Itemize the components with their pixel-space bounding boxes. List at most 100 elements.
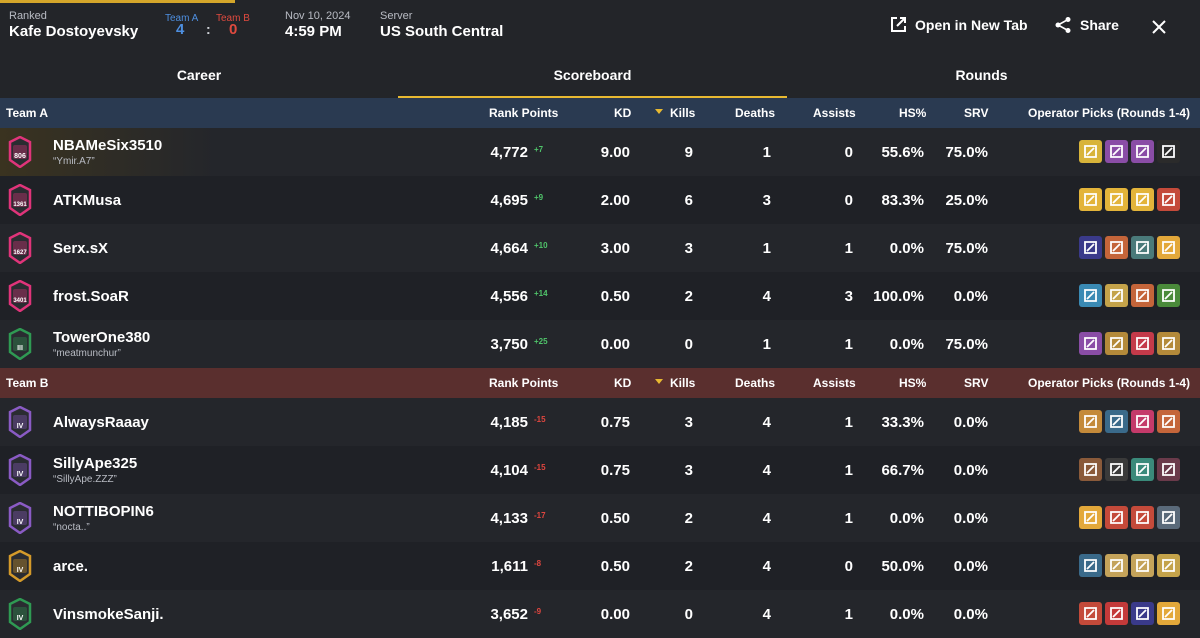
operator-icon[interactable] — [1131, 236, 1154, 259]
rank-points: 1,611 — [491, 558, 528, 575]
player-name[interactable]: NBAMeSix3510 — [53, 137, 163, 154]
open-new-tab-button[interactable]: Open in New Tab — [890, 16, 1028, 33]
close-icon[interactable] — [1152, 20, 1166, 34]
operator-icon[interactable] — [1157, 458, 1180, 481]
operator-icon[interactable] — [1079, 506, 1102, 529]
operator-icon[interactable] — [1131, 332, 1154, 355]
server-value: US South Central — [380, 23, 504, 40]
operator-icon[interactable] — [1105, 602, 1128, 625]
operator-icon[interactable] — [1079, 284, 1102, 307]
operator-icon[interactable] — [1157, 332, 1180, 355]
tab-scoreboard[interactable]: Scoreboard — [398, 52, 787, 98]
operator-icon[interactable] — [1079, 458, 1102, 481]
hs-value: 100.0% — [873, 288, 924, 305]
share-button[interactable]: Share — [1054, 16, 1119, 34]
col-srv[interactable]: SRV — [964, 376, 989, 390]
rank-points-delta: +10 — [534, 241, 548, 250]
rank-badge-text: 3401 — [13, 298, 27, 304]
operator-icon[interactable] — [1105, 554, 1128, 577]
player-name[interactable]: Serx.sX — [53, 240, 109, 257]
rank-badge-icon: 3401 — [8, 280, 32, 312]
operator-glyph-icon — [1162, 511, 1175, 524]
player-row[interactable]: IV NOTTIBOPIN6 “nocta..” 4,133 -17 0.50 2 4 1 0.0… — [0, 494, 1200, 542]
col-hs[interactable]: HS% — [899, 376, 927, 390]
rank-points: 4,556 — [490, 288, 528, 305]
operator-icon[interactable] — [1079, 236, 1102, 259]
operator-icon[interactable] — [1157, 506, 1180, 529]
assists-value: 1 — [844, 414, 853, 431]
operator-icon[interactable] — [1157, 410, 1180, 433]
col-assists[interactable]: Assists — [813, 376, 856, 390]
operator-icon[interactable] — [1079, 410, 1102, 433]
operator-icon[interactable] — [1131, 188, 1154, 211]
col-kd[interactable]: KD — [614, 106, 632, 120]
operator-glyph-icon — [1110, 463, 1123, 476]
tab-rounds[interactable]: Rounds — [955, 67, 1008, 83]
operator-icon[interactable] — [1131, 284, 1154, 307]
player-row[interactable]: 1627 Serx.sX 4,664 +10 3.00 3 1 1 0.0% 75.0% — [0, 224, 1200, 272]
operator-icon[interactable] — [1105, 236, 1128, 259]
player-name[interactable]: SillyApe325 — [53, 455, 138, 472]
operator-icon[interactable] — [1079, 602, 1102, 625]
col-kills[interactable]: Kills — [670, 376, 696, 390]
player-row[interactable]: IV AlwaysRaaay 4,185 -15 0.75 3 4 1 33.3% 0.0% — [0, 398, 1200, 446]
player-name[interactable]: frost.SoaR — [53, 288, 129, 305]
player-name[interactable]: AlwaysRaaay — [53, 414, 149, 431]
operator-icon[interactable] — [1105, 332, 1128, 355]
col-deaths[interactable]: Deaths — [735, 106, 776, 120]
operator-icon[interactable] — [1157, 140, 1180, 163]
operator-icon[interactable] — [1131, 410, 1154, 433]
player-name[interactable]: NOTTIBOPIN6 — [53, 503, 154, 520]
operator-icon[interactable] — [1079, 188, 1102, 211]
operator-icon[interactable] — [1131, 458, 1154, 481]
operator-icon[interactable] — [1131, 506, 1154, 529]
kd-value: 2.00 — [600, 192, 630, 209]
col-deaths[interactable]: Deaths — [735, 376, 776, 390]
operator-icon[interactable] — [1105, 506, 1128, 529]
col-hs[interactable]: HS% — [899, 106, 927, 120]
kills-value: 9 — [684, 144, 693, 161]
operator-icon[interactable] — [1105, 458, 1128, 481]
operator-icon[interactable] — [1105, 284, 1128, 307]
player-name[interactable]: TowerOne380 — [53, 329, 151, 346]
operator-icon[interactable] — [1157, 602, 1180, 625]
operator-icon[interactable] — [1157, 236, 1180, 259]
operator-icon[interactable] — [1157, 554, 1180, 577]
kills-value: 6 — [684, 192, 693, 209]
operator-icon[interactable] — [1157, 188, 1180, 211]
player-row[interactable]: IV arce. 1,611 -8 0.50 2 4 0 50.0% 0.0% — [0, 542, 1200, 590]
operator-glyph-icon — [1136, 145, 1149, 158]
operator-icon[interactable] — [1131, 140, 1154, 163]
player-row[interactable]: 3401 frost.SoaR 4,556 +14 0.50 2 4 3 100.0% 0.0% — [0, 272, 1200, 320]
col-srv[interactable]: SRV — [964, 106, 989, 120]
team-b-header: Team B Rank Points KD Kills Deaths Assis… — [0, 368, 1200, 398]
player-name[interactable]: VinsmokeSanji. — [53, 606, 164, 623]
col-kd[interactable]: KD — [614, 376, 632, 390]
player-row[interactable]: 806 NBAMeSix3510 “Ymir.A7” 4,772 +7 9.00 9 1 0 55… — [0, 128, 1200, 176]
operator-icon[interactable] — [1079, 140, 1102, 163]
tab-career[interactable]: Career — [176, 67, 222, 83]
operator-glyph-icon — [1136, 559, 1149, 572]
player-row[interactable]: IV SillyApe325 “SillyApe.ZZZ” 4,104 -15 0.75 3… — [0, 446, 1200, 494]
col-kills[interactable]: Kills — [670, 106, 696, 120]
player-row[interactable]: IV VinsmokeSanji. 3,652 -9 0.00 0 4 1 0.0% 0.0% — [0, 590, 1200, 638]
rank-badge-icon: IV — [8, 406, 32, 438]
operator-icon[interactable] — [1079, 554, 1102, 577]
operator-icon[interactable] — [1157, 284, 1180, 307]
col-rank-points[interactable]: Rank Points — [489, 376, 559, 390]
player-row[interactable]: III TowerOne380 “meatmunchur” 3,750 +25 0.00 0… — [0, 320, 1200, 368]
operator-icon[interactable] — [1105, 410, 1128, 433]
operator-icon[interactable] — [1131, 554, 1154, 577]
operator-icon[interactable] — [1079, 332, 1102, 355]
player-name[interactable]: ATKMusa — [53, 192, 122, 209]
operator-glyph-icon — [1162, 193, 1175, 206]
operator-icon[interactable] — [1105, 140, 1128, 163]
col-assists[interactable]: Assists — [813, 106, 856, 120]
operator-glyph-icon — [1084, 337, 1097, 350]
col-rank-points[interactable]: Rank Points — [489, 106, 559, 120]
player-row[interactable]: 1361 ATKMusa 4,695 +9 2.00 6 3 0 83.3% 25.0% — [0, 176, 1200, 224]
deaths-value: 4 — [762, 414, 771, 431]
player-name[interactable]: arce. — [53, 558, 89, 575]
operator-icon[interactable] — [1131, 602, 1154, 625]
operator-icon[interactable] — [1105, 188, 1128, 211]
